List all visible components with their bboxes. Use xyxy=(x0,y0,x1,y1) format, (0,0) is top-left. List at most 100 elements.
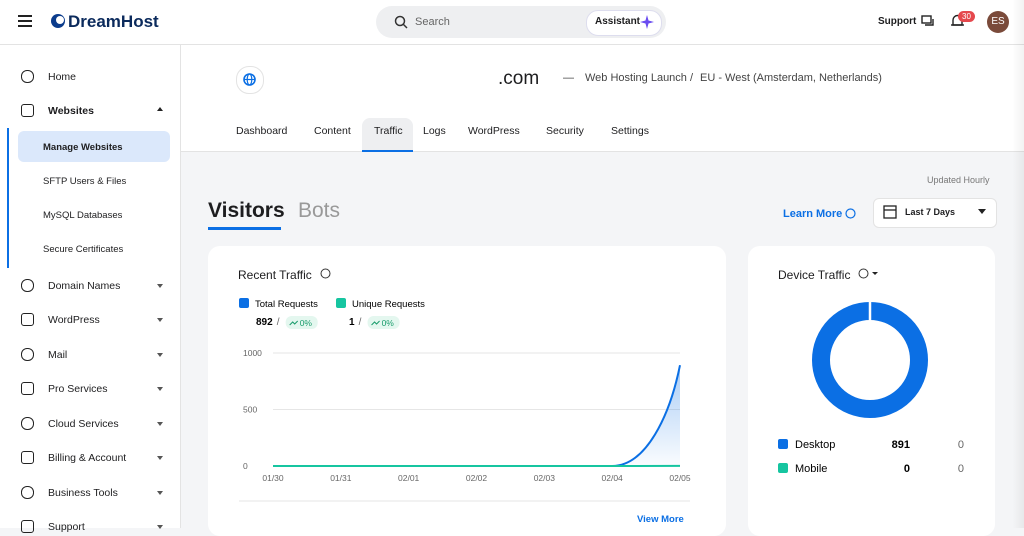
legend-label: Desktop xyxy=(795,439,835,451)
site-region: EU - West (Amsterdam, Netherlands) xyxy=(700,72,882,84)
recent-traffic-title: Recent Traffic xyxy=(238,268,312,282)
legend-total: 892 xyxy=(256,317,273,328)
x-tick-label: 02/01 xyxy=(398,473,420,483)
change-label: 0% xyxy=(382,318,395,328)
sidebar-subitem[interactable]: MySQL Databases xyxy=(43,210,122,221)
expand-caret xyxy=(157,456,163,460)
sidebar-item[interactable]: Home xyxy=(48,71,76,83)
expand-caret xyxy=(157,318,163,322)
expand-caret xyxy=(157,422,163,426)
expand-caret xyxy=(157,491,163,495)
sidebar-icon xyxy=(21,382,34,395)
legend-label: Total Requests xyxy=(255,299,318,310)
sidebar-icon xyxy=(21,417,34,430)
notification-badge: 30 xyxy=(958,11,975,22)
search-icon xyxy=(394,15,408,29)
sidebar-icon xyxy=(21,104,34,117)
legend-value: 891 xyxy=(892,439,910,451)
collapse-caret xyxy=(157,107,163,111)
tab[interactable]: Dashboard xyxy=(236,125,287,137)
sidebar-item[interactable]: Billing & Account xyxy=(48,452,126,464)
expand-caret xyxy=(157,525,163,529)
tab[interactable]: Traffic xyxy=(374,125,403,137)
sidebar-subitem[interactable]: Secure Certificates xyxy=(43,244,123,255)
sidebar-icon xyxy=(21,520,34,533)
sidebar-subitem[interactable]: Manage Websites xyxy=(43,142,123,153)
tab[interactable]: Content xyxy=(314,125,351,137)
menu-icon[interactable] xyxy=(18,15,32,27)
chat-icon xyxy=(921,15,934,27)
sidebar-icon xyxy=(21,279,34,292)
x-tick-label: 02/05 xyxy=(669,473,691,483)
series-line xyxy=(273,365,680,466)
sidebar-item[interactable]: WordPress xyxy=(48,314,100,326)
x-tick-label: 01/31 xyxy=(330,473,352,483)
sidebar-item[interactable]: Domain Names xyxy=(48,280,120,292)
sidebar-icon xyxy=(21,486,34,499)
device-traffic-title: Device Traffic xyxy=(778,268,850,282)
legend-secondary: 0 xyxy=(958,439,964,451)
view-more-link[interactable]: View More xyxy=(637,514,684,525)
help-icon xyxy=(845,208,856,219)
legend-separator: / xyxy=(277,317,280,328)
site-plan: Web Hosting Launch xyxy=(585,72,687,84)
tab[interactable]: Settings xyxy=(611,125,649,137)
active-group-line xyxy=(7,128,9,268)
x-tick-label: 02/02 xyxy=(466,473,488,483)
visitors-underline xyxy=(208,227,281,230)
sidebar-item[interactable]: Websites xyxy=(48,105,94,117)
date-range-label: Last 7 Days xyxy=(905,207,955,217)
calendar-icon xyxy=(883,204,897,219)
logo[interactable]: DreamHost xyxy=(68,12,159,32)
avatar[interactable]: ES xyxy=(987,11,1009,33)
line-chart: 0 500 1000 01/30 01/31 02/01 02/02 02/03 02/04 02… xyxy=(208,290,726,528)
updated-note: Updated Hourly xyxy=(927,175,990,185)
info-icon xyxy=(320,268,331,279)
visitors-tab[interactable]: Visitors xyxy=(208,199,285,223)
y-tick-label: 0 xyxy=(243,461,248,471)
expand-caret xyxy=(157,284,163,288)
tab[interactable]: WordPress xyxy=(468,125,520,137)
legend-swatch xyxy=(336,298,346,308)
x-tick-label: 01/30 xyxy=(262,473,284,483)
legend-separator: / xyxy=(359,317,362,328)
site-header: .com — Web Hosting Launch / EU - West (A… xyxy=(181,45,1024,152)
tab[interactable]: Logs xyxy=(423,125,446,137)
bots-tab[interactable]: Bots xyxy=(298,199,340,223)
sidebar-item[interactable]: Business Tools xyxy=(48,487,118,499)
legend-swatch xyxy=(239,298,249,308)
legend-total: 1 xyxy=(349,317,355,328)
y-tick-label: 1000 xyxy=(243,348,262,358)
sidebar-item[interactable]: Pro Services xyxy=(48,383,108,395)
legend-swatch xyxy=(778,439,788,449)
x-tick-label: 02/03 xyxy=(534,473,556,483)
donut-segment xyxy=(821,311,919,409)
info-dropdown-icon xyxy=(858,268,882,279)
dropdown-caret xyxy=(978,209,986,214)
area xyxy=(273,365,680,466)
sidebar-icon xyxy=(21,451,34,464)
legend-label: Mobile xyxy=(795,463,827,475)
site-separator: — xyxy=(563,72,574,84)
sidebar-item[interactable]: Mail xyxy=(48,349,67,361)
sidebar-item[interactable]: Cloud Services xyxy=(48,418,119,430)
assistant-label: Assistant xyxy=(595,16,640,27)
tab[interactable]: Security xyxy=(546,125,584,137)
sidebar-subitem[interactable]: SFTP Users & Files xyxy=(43,176,126,187)
sidebar-item[interactable]: Support xyxy=(48,521,85,533)
logo-icon xyxy=(50,13,66,29)
search-placeholder: Search xyxy=(415,16,450,28)
expand-caret xyxy=(157,387,163,391)
y-tick-label: 500 xyxy=(243,405,257,415)
change-label: 0% xyxy=(300,318,313,328)
learn-more-link[interactable]: Learn More xyxy=(783,208,842,220)
x-tick-label: 02/04 xyxy=(602,473,624,483)
top-bar: DreamHost Search Assistant Support 30 ES xyxy=(0,0,1024,45)
support-link[interactable]: Support xyxy=(878,16,916,27)
sparkle-icon xyxy=(640,15,654,29)
legend-swatch xyxy=(778,463,788,473)
legend-value: 0 xyxy=(904,463,910,475)
sidebar-icon xyxy=(21,348,34,361)
